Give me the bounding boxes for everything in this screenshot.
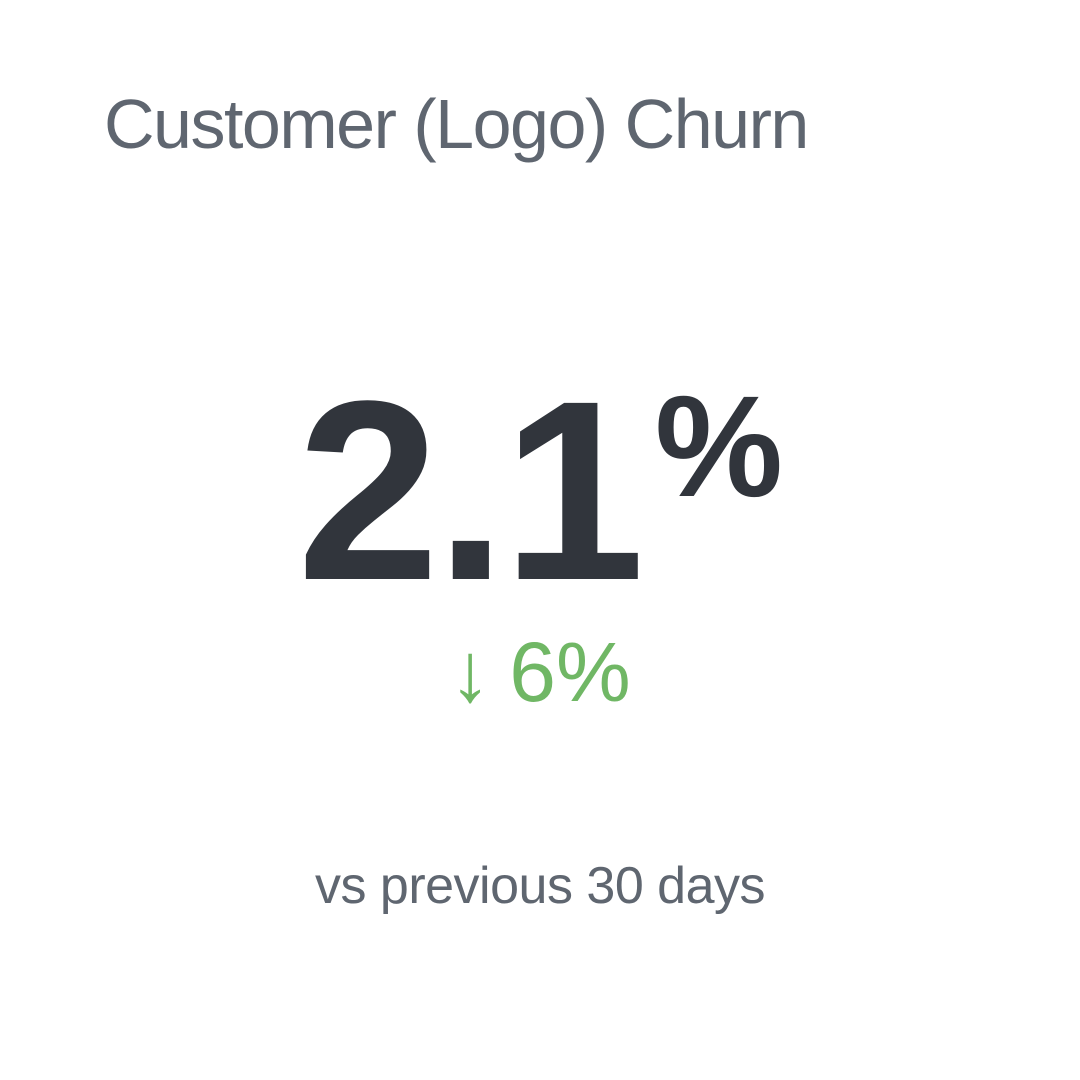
- comparison-label: vs previous 30 days: [314, 857, 766, 915]
- metric-change: ↓ 6%: [0, 630, 1080, 714]
- metric-number: 2.1: [297, 348, 645, 634]
- arrow-down-icon: ↓: [449, 625, 492, 719]
- change-value: 6%: [509, 625, 631, 719]
- metric-unit: %: [654, 366, 783, 527]
- metric-value: 2.1%: [0, 363, 1080, 619]
- widget-title: Customer (Logo) Churn: [104, 85, 809, 163]
